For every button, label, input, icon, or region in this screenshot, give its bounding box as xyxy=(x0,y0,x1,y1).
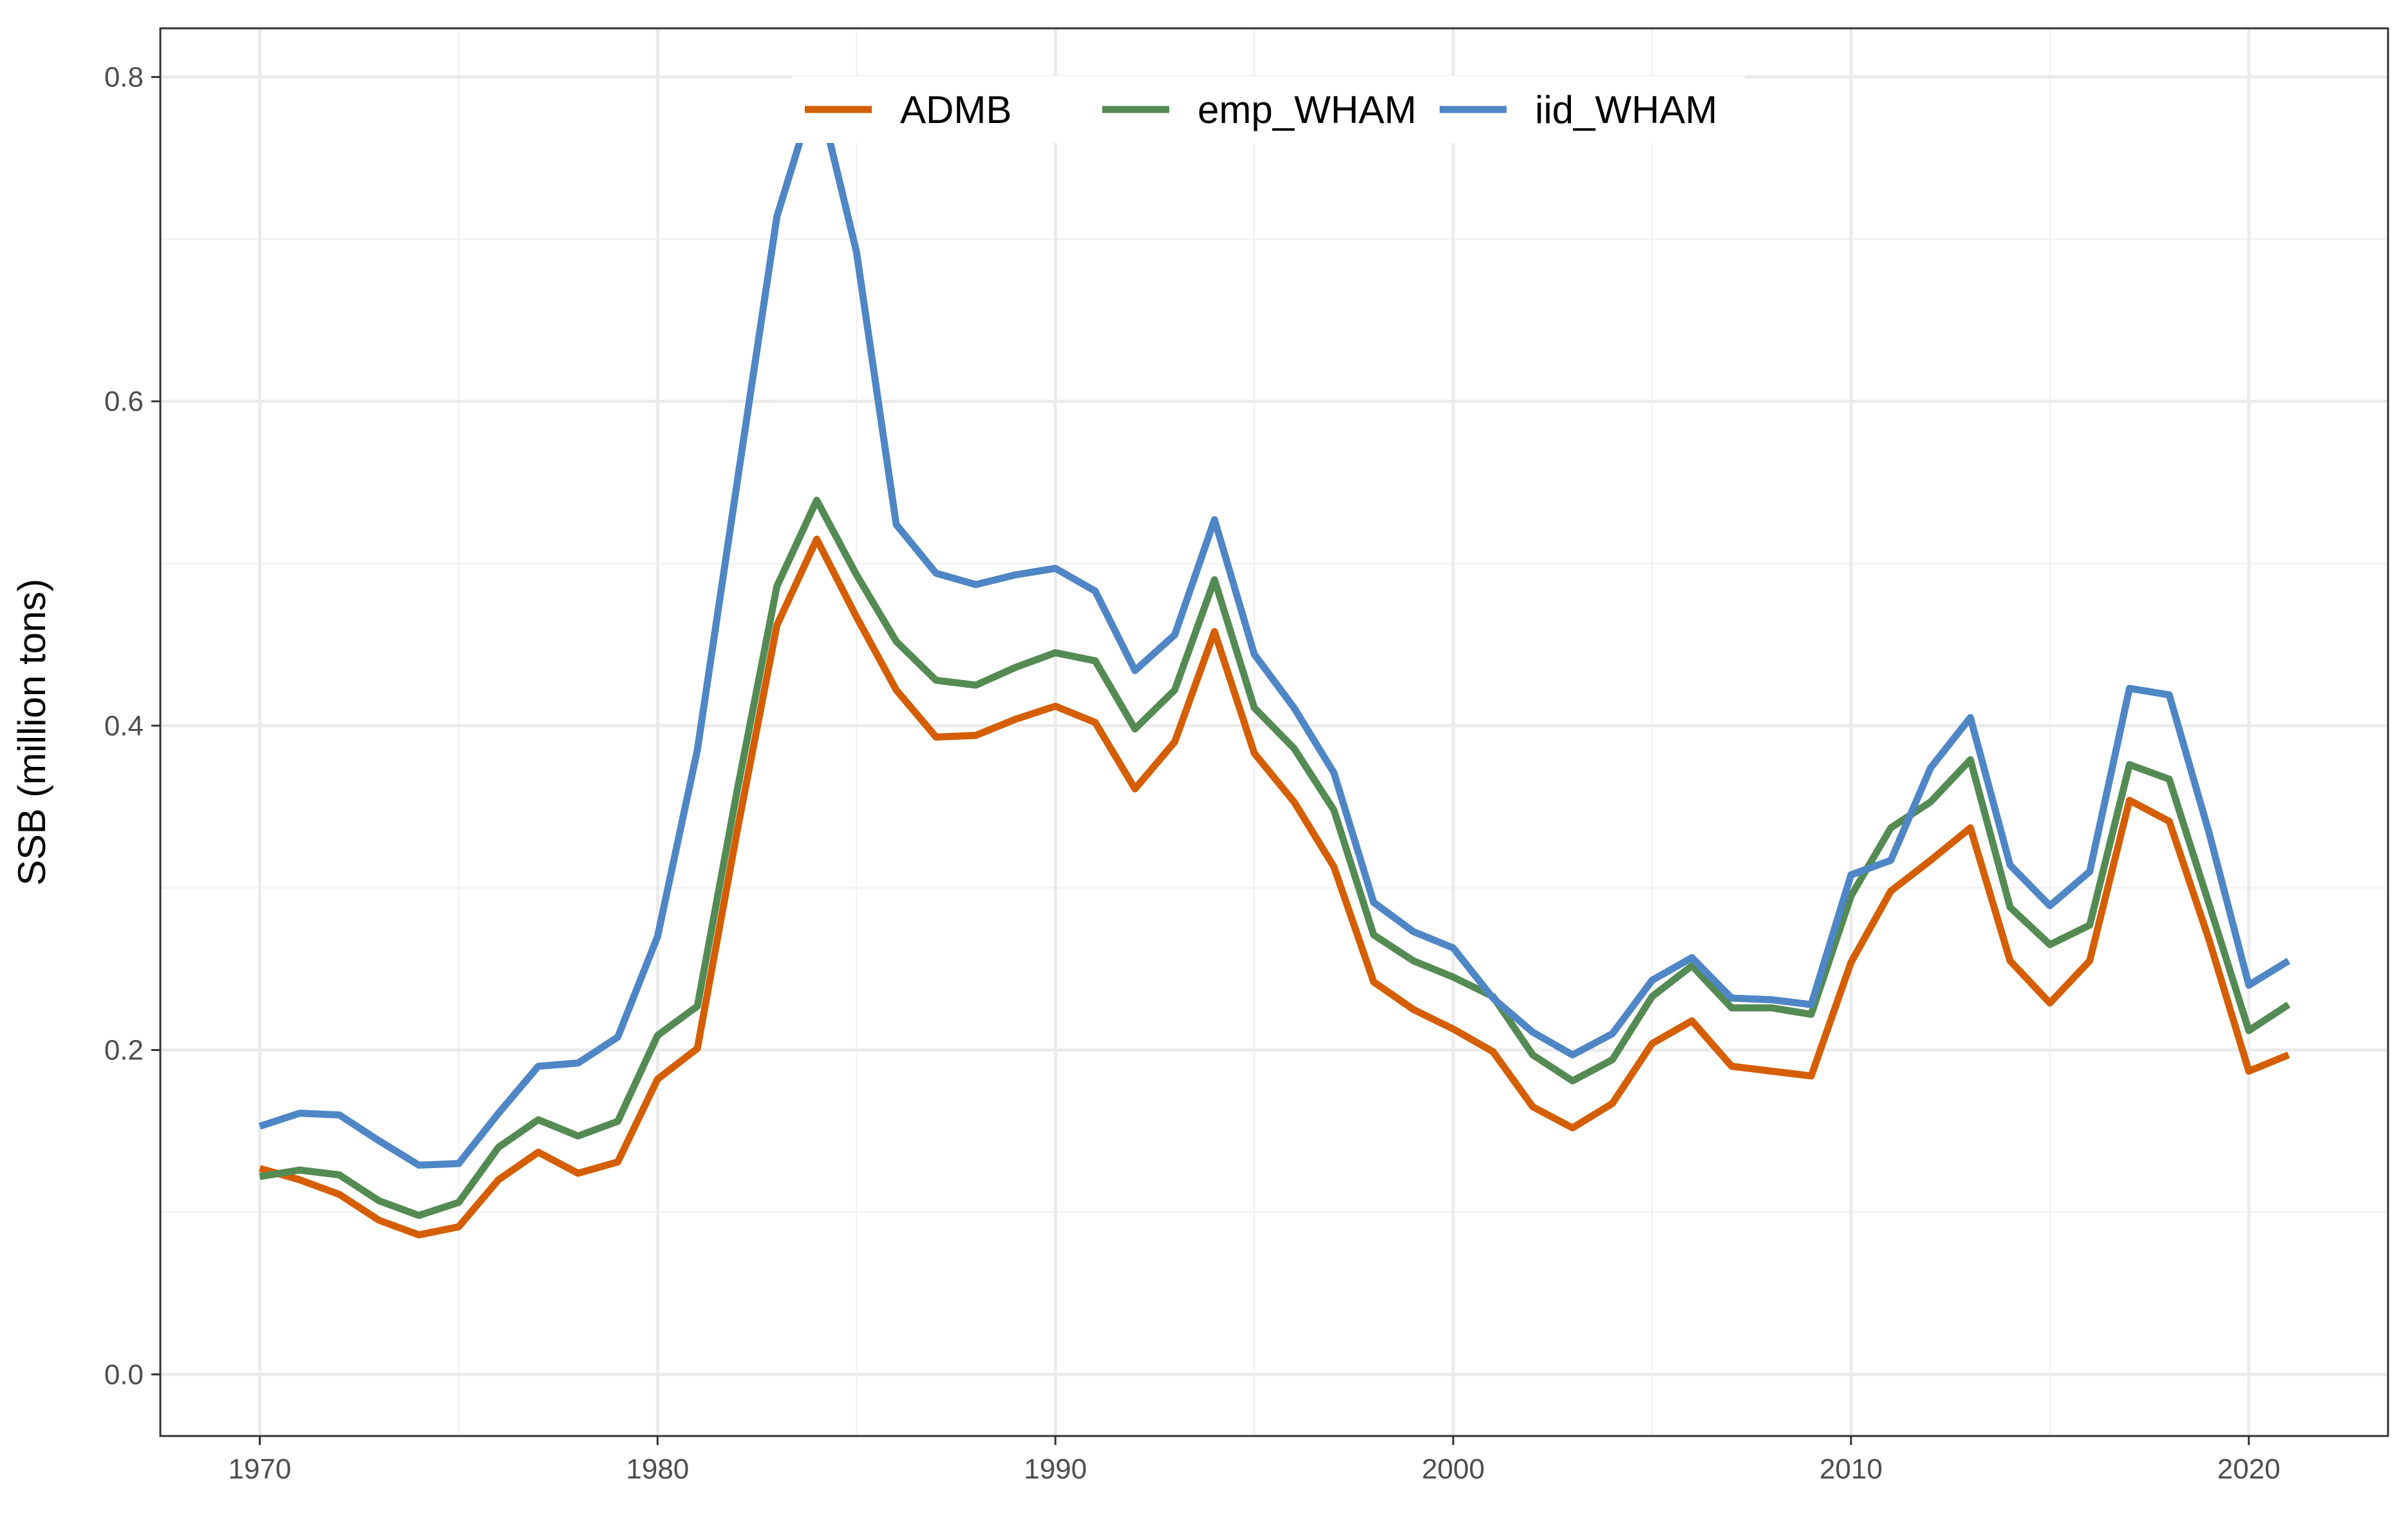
legend-label: emp_WHAM xyxy=(1198,88,1416,131)
x-tick-label: 2000 xyxy=(1422,1453,1485,1485)
plot-panel-border xyxy=(159,27,2389,1437)
x-axis: 1970 1980 1990 2000 2010 2020 xyxy=(229,1436,2281,1485)
x-tick-label: 2020 xyxy=(2217,1453,2281,1485)
legend-background xyxy=(792,76,1745,143)
y-tick-label: 0.2 xyxy=(104,1035,144,1066)
y-axis: 0.0 0.2 0.4 0.6 0.8 xyxy=(104,62,160,1390)
x-tick-label: 1980 xyxy=(626,1453,689,1485)
y-tick-label: 0.8 xyxy=(104,62,144,93)
series-line-iid-wham xyxy=(258,83,2291,1169)
y-tick-label: 0.6 xyxy=(104,386,144,417)
y-tick-label: 0.0 xyxy=(104,1359,144,1390)
y-axis-title: SSB (million tons) xyxy=(10,579,53,886)
series-line-emp-wham xyxy=(259,496,2291,1219)
x-tick-label: 1970 xyxy=(229,1453,292,1485)
y-tick-label: 0.4 xyxy=(104,710,144,742)
x-tick-label: 2010 xyxy=(1820,1453,1883,1485)
series-line-admb xyxy=(258,535,2290,1239)
legend-label: iid_WHAM xyxy=(1535,88,1717,131)
legend-label: ADMB xyxy=(900,88,1011,131)
series-layer xyxy=(258,83,2291,1239)
x-tick-label: 1990 xyxy=(1024,1453,1087,1485)
legend: ADMB emp_WHAM iid_WHAM xyxy=(792,76,1745,143)
